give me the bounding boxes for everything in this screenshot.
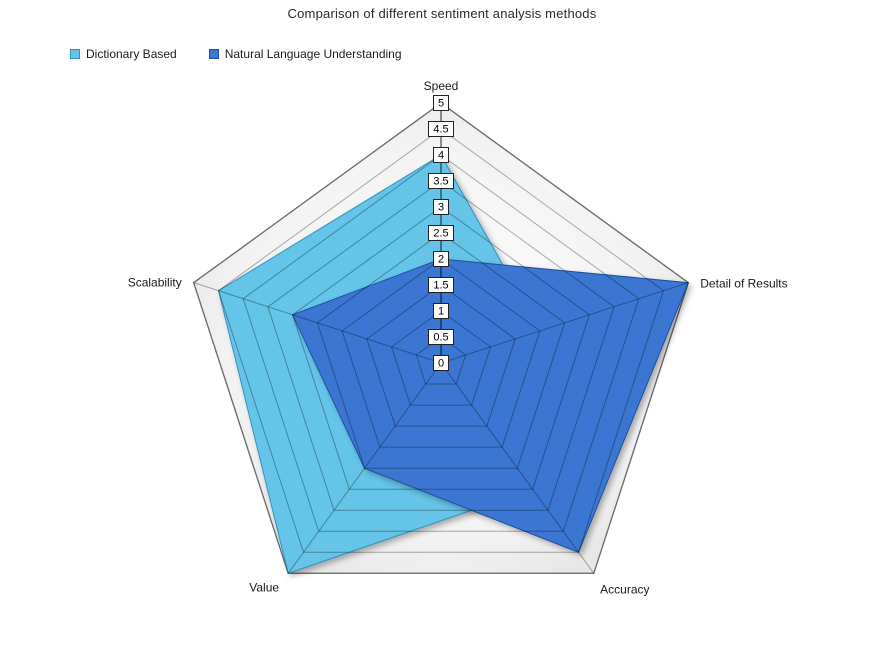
legend-swatch-natural-language-understanding (208, 49, 219, 59)
tick-box-2 (433, 251, 449, 267)
legend-item-dictionary-based[interactable]: Dictionary Based (70, 47, 177, 61)
tick-box-1-5 (428, 277, 454, 293)
grid-spoke (287, 362, 442, 574)
tick-label-1: 1 (438, 306, 444, 318)
tick-label-2-5: 2.5 (433, 228, 448, 240)
tick-box-4 (433, 147, 449, 163)
axis-label-scalability: Scalability (128, 276, 182, 290)
tick-label-2: 2 (438, 254, 444, 266)
tick-label-3: 3 (438, 202, 444, 214)
grid-spoke (440, 362, 595, 574)
tick-box-3-5 (428, 173, 454, 189)
tick-box-1 (433, 303, 449, 319)
grid-spoke (193, 282, 442, 364)
tick-label-5: 5 (438, 98, 444, 110)
tick-box-5 (433, 95, 449, 111)
tick-label-0-5: 0.5 (433, 332, 448, 344)
legend: Dictionary Based Natural Language Unders… (70, 47, 402, 61)
grid-ring (217, 128, 665, 553)
tick-label-1-5: 1.5 (433, 280, 448, 292)
legend-label-dictionary-based: Dictionary Based (86, 47, 177, 61)
grid-ring (292, 206, 590, 490)
tick-label-4-5: 4.5 (433, 124, 448, 136)
tick-label-4: 4 (438, 150, 444, 162)
tick-box-0-5 (428, 329, 454, 345)
grid-ring (193, 102, 689, 574)
legend-label-natural-language-understanding: Natural Language Understanding (224, 47, 402, 61)
axis-label-value: Value (249, 580, 279, 594)
series-polygon-natural-language-understanding[interactable] (291, 258, 690, 553)
tick-box-3 (433, 199, 449, 215)
grid-ring (390, 310, 492, 406)
tick-label-3-5: 3.5 (433, 176, 448, 188)
legend-swatch-dictionary-based (70, 49, 80, 59)
grid-ring (341, 258, 541, 448)
tick-box-4-5 (428, 121, 454, 137)
axis-label-accuracy: Accuracy (600, 582, 649, 596)
axis-label-speed: Speed (424, 79, 459, 93)
grid-ring (242, 154, 640, 532)
legend-item-natural-language-understanding[interactable]: Natural Language Understanding (208, 47, 402, 61)
grid-ring (415, 336, 467, 385)
grid-ring (316, 232, 566, 469)
tick-box-2-5 (428, 225, 454, 241)
grid-ring (267, 180, 615, 511)
grid-spoke (440, 282, 689, 364)
chart-title: Comparison of different sentiment analys… (287, 6, 597, 21)
tick-label-0: 0 (438, 358, 444, 370)
tick-box-0 (433, 355, 449, 371)
grid-ring (366, 284, 516, 427)
axis-label-detail-of-results: Detail of Results (700, 277, 787, 291)
